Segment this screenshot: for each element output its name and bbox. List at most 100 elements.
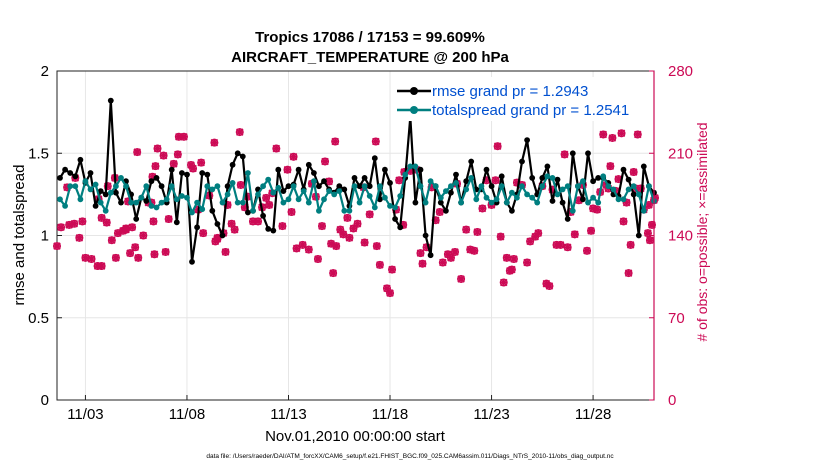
spread-point	[153, 204, 160, 211]
obs-assimilated-marker	[153, 144, 162, 153]
spread-point	[630, 183, 637, 190]
rmse-point	[311, 170, 317, 176]
obs-assimilated-marker	[223, 201, 232, 209]
obs-assimilated-marker	[395, 176, 403, 185]
series-lines	[57, 97, 657, 265]
chart-subtitle: AIRCRAFT_TEMPERATURE @ 200 hPa	[231, 49, 509, 66]
y-left-tick-label: 0	[41, 392, 49, 409]
obs-assimilated-marker	[466, 245, 475, 254]
obs-assimilated-marker	[134, 254, 143, 262]
obs-assimilated-marker	[493, 142, 502, 150]
obs-assimilated-marker	[325, 177, 333, 186]
obs-assimilated-marker	[148, 172, 157, 181]
spread-point	[432, 183, 439, 190]
obs-assimilated-marker	[399, 221, 408, 229]
spread-point	[610, 186, 617, 193]
obs-assimilated-marker	[122, 225, 130, 234]
footer-data-file: data file: /Users/raeder/DAI/ATM_forcXX/…	[206, 453, 614, 460]
spread-point	[143, 183, 150, 190]
obs-assimilated-marker	[151, 162, 160, 170]
legend-box	[392, 77, 650, 121]
rmse-point	[382, 166, 388, 173]
spread-point	[300, 188, 307, 195]
rmse-point	[219, 232, 226, 239]
obs-assimilated-marker	[589, 204, 597, 213]
obs-assimilated-marker	[560, 150, 569, 159]
y-right-tick-label: 70	[668, 310, 685, 327]
obs-assimilated-marker	[87, 255, 96, 263]
obs-assimilated-marker	[473, 228, 482, 236]
rmse-point	[321, 178, 327, 185]
obs-assimilated-marker	[447, 254, 455, 262]
obs-assimilated-marker	[327, 239, 335, 248]
spread-point	[417, 183, 424, 190]
rmse-point	[387, 180, 393, 186]
y-right-tick-label: 210	[668, 145, 693, 162]
spread-point	[57, 196, 63, 203]
obs-assimilated-marker	[133, 148, 142, 156]
obs-assimilated-marker	[272, 144, 281, 153]
rmse-point	[77, 156, 84, 163]
obs-assimilated-marker	[349, 224, 358, 233]
obs-assimilated-marker	[318, 222, 326, 230]
obs-assimilated-marker	[386, 289, 394, 297]
rmse-point	[417, 166, 424, 173]
rmse-point	[158, 183, 165, 190]
obs-assimilated-marker	[548, 185, 557, 194]
rmse-point	[488, 183, 495, 190]
obs-assimilated-marker	[81, 254, 90, 262]
spread-point	[529, 194, 536, 201]
spread-point	[468, 175, 475, 181]
rmse-point	[580, 196, 586, 203]
spread-point	[615, 196, 622, 203]
spread-point	[361, 183, 368, 190]
rmse-point	[118, 199, 124, 206]
rmse-point	[620, 166, 627, 173]
rmse-point	[204, 171, 211, 178]
spread-point	[509, 189, 515, 196]
spread-point	[407, 163, 414, 170]
rmse-point	[569, 150, 576, 157]
spread-point	[524, 191, 530, 198]
rmse-point	[173, 219, 180, 226]
rmse-point	[625, 176, 632, 183]
obs-assimilated-marker	[331, 137, 339, 146]
spread-point	[255, 191, 261, 198]
obs-assimilated-marker	[128, 223, 136, 232]
obs-assimilated-marker	[606, 162, 615, 170]
spread-point	[620, 196, 627, 203]
rmse-point	[143, 198, 150, 204]
obs-assimilated-marker	[70, 219, 79, 228]
obs-assimilated-marker	[648, 221, 656, 229]
spread-point	[412, 163, 419, 170]
obs-assimilated-marker	[587, 227, 595, 235]
spread-point	[97, 199, 104, 206]
rmse-point	[62, 166, 68, 173]
obs-assimilated-marker	[174, 150, 182, 159]
spread-point	[371, 204, 378, 211]
obs-assimilated-marker	[534, 229, 543, 237]
spread-point	[77, 196, 84, 203]
obs-assimilated-marker	[159, 151, 168, 160]
obs-assimilated-marker	[332, 242, 341, 250]
rmse-point	[448, 189, 454, 196]
obs-assimilated-marker	[435, 208, 444, 216]
rmse-point	[153, 175, 160, 181]
rmse-point	[585, 150, 591, 157]
obs-assimilated-marker	[213, 234, 222, 242]
rmse-point	[549, 198, 556, 204]
spread-point	[107, 189, 114, 196]
x-tick-label: 11/18	[372, 406, 408, 423]
obs-assimilated-marker	[372, 137, 380, 146]
obs-assimilated-marker	[563, 243, 572, 252]
obs-assimilated-marker	[343, 214, 352, 222]
spread-point	[270, 189, 277, 196]
rmse-point	[107, 97, 114, 104]
spread-point	[224, 191, 231, 198]
obs-assimilated-marker	[249, 217, 257, 226]
spread-point	[179, 193, 185, 199]
obs-assimilated-marker	[353, 219, 362, 228]
rmse-point	[422, 232, 429, 239]
obs-assimilated-marker	[619, 217, 628, 226]
rmse-point	[361, 175, 368, 181]
